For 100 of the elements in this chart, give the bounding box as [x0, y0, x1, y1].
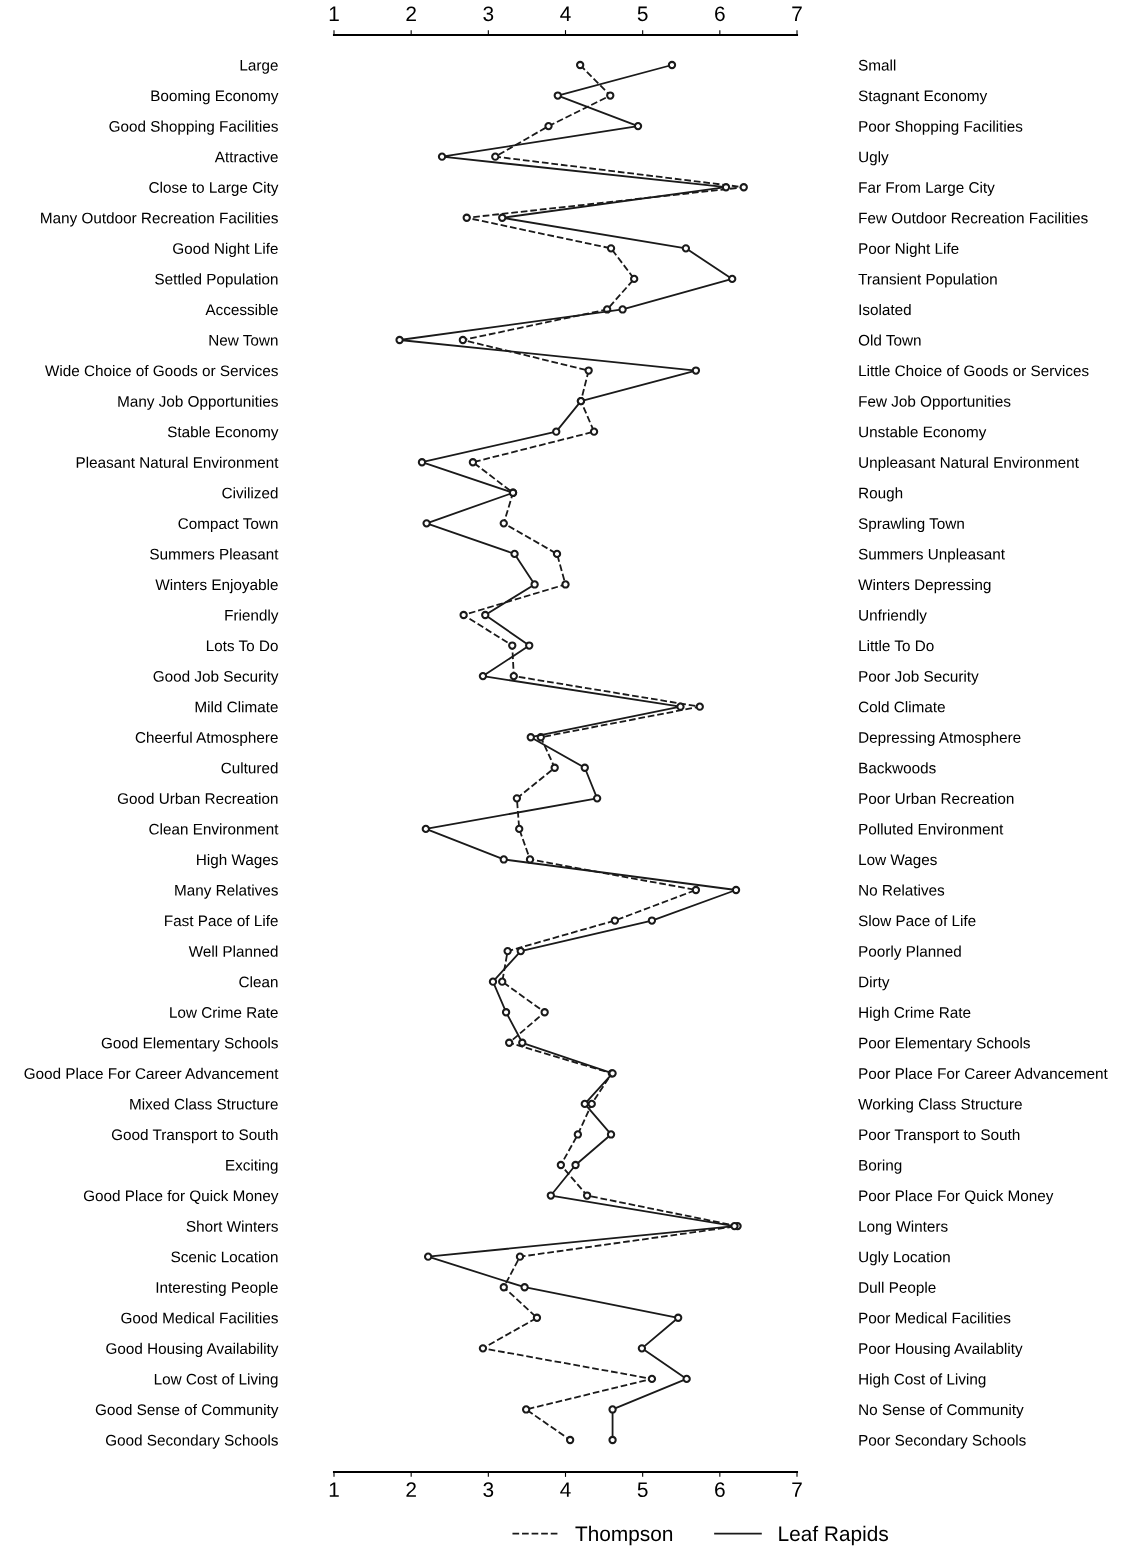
- y2-tick-label: Unstable Economy: [859, 426, 987, 441]
- y-tick-label: Clean Environment: [149, 823, 279, 835]
- y2-tick-label: Few Job Opportunities: [859, 395, 1011, 410]
- y-tick-label: Good Sense of Community: [95, 1403, 279, 1419]
- y2-tick-label: Poor Housing Availablity: [859, 1342, 1023, 1358]
- y2-tick-label: Ugly Location: [859, 1251, 950, 1266]
- y2-tick-label: High Cost of Living: [859, 1373, 986, 1388]
- y-tick-label: Cultured: [221, 762, 278, 774]
- y-tick-label: Good Job Security: [153, 670, 279, 685]
- x2-tick-label: 1: [329, 6, 339, 21]
- y-tick-label: Winters Enjoyable: [155, 578, 278, 594]
- y-tick-label: Civilized: [222, 487, 278, 499]
- y2-tick-label: Long Winters: [859, 1220, 948, 1235]
- x-tick-label: 7: [792, 1482, 802, 1497]
- y-tick-label: Exciting: [226, 1159, 278, 1174]
- x-tick-label: 3: [483, 1482, 494, 1498]
- y-tick-label: Good Shopping Facilities: [109, 120, 278, 135]
- y2-tick-label: Ugly: [859, 151, 889, 166]
- x-tick-label: 5: [637, 1482, 648, 1498]
- y2-tick-label: Unfriendly: [859, 609, 927, 624]
- legend-label: Thompson: [575, 1525, 673, 1546]
- y2-tick-label: Poor Place For Quick Money: [859, 1190, 1054, 1205]
- y2-tick-label: Poor Medical Facilities: [859, 1312, 1011, 1324]
- y2-tick-label: Poorly Planned: [859, 945, 961, 960]
- y2-tick-label: Few Outdoor Recreation Facilities: [859, 212, 1088, 224]
- y2-tick-label: Stagnant Economy: [858, 90, 988, 105]
- y2-tick-label: Backwoods: [859, 762, 936, 774]
- x-tick-label: 2: [406, 1482, 416, 1497]
- y-tick-label: Good Place for Quick Money: [83, 1190, 279, 1205]
- x-tick-label: 6: [715, 1482, 725, 1498]
- y2-tick-label: Dull People: [859, 1281, 936, 1296]
- x-tick-label: 4: [560, 1482, 571, 1497]
- y2-tick-label: Winters Depressing: [858, 578, 991, 594]
- y-tick-label: Many Relatives: [175, 884, 278, 899]
- y-tick-label: Accessible: [205, 303, 278, 316]
- y-tick-label: Lots To Do: [206, 640, 278, 652]
- x2-tick-label: 7: [792, 6, 802, 21]
- y-tick-label: Good Secondary Schools: [105, 1434, 278, 1449]
- y2-tick-label: Poor Job Security: [859, 670, 979, 685]
- y-tick-label: Summers Pleasant: [150, 548, 279, 560]
- y2-tick-label: Poor Urban Recreation: [859, 792, 1014, 805]
- x2-tick-label: 4: [560, 6, 571, 21]
- y-tick-label: Compact Town: [178, 518, 278, 533]
- y2-tick-label: Depressing Atmosphere: [859, 731, 1021, 746]
- y2-tick-label: Poor Shopping Facilities: [859, 120, 1023, 135]
- y-tick-label: Clean: [239, 976, 278, 988]
- y-tick-label: Wide Choice of Goods or Services: [45, 365, 278, 377]
- y-tick-label: New Town: [209, 335, 278, 346]
- y2-tick-label: Isolated: [859, 303, 911, 316]
- y-tick-label: Good Elementary Schools: [101, 1037, 278, 1052]
- y2-tick-label: Small: [858, 59, 896, 71]
- y2-tick-label: Transient Population: [858, 273, 997, 288]
- y2-tick-label: High Crime Rate: [859, 1006, 971, 1021]
- y2-tick-label: Old Town: [858, 334, 921, 346]
- y2-tick-label: Summers Unpleasant: [858, 548, 1005, 563]
- y-tick-label: Good Medical Facilities: [121, 1312, 278, 1324]
- x2-tick-label: 2: [406, 6, 416, 21]
- x2-tick-label: 3: [483, 6, 494, 22]
- y2-tick-label: Little Choice of Goods or Services: [859, 365, 1089, 377]
- y-tick-label: Good Night Life: [173, 242, 278, 258]
- y-tick-label: Well Planned: [188, 945, 278, 957]
- y2-tick-label: Poor Transport to South: [859, 1128, 1020, 1144]
- y2-tick-label: Poor Place For Career Advancement: [859, 1067, 1108, 1080]
- y2-tick-label: No Sense of Community: [859, 1403, 1024, 1419]
- y-tick-label: Good Place For Career Advancement: [24, 1067, 279, 1080]
- x-tick-label: 1: [329, 1482, 339, 1497]
- y2-tick-label: Dirty: [859, 976, 890, 991]
- y2-tick-label: Sprawling Town: [858, 517, 964, 533]
- y-tick-label: High Wages: [197, 853, 278, 869]
- y2-tick-label: Rough: [859, 487, 903, 502]
- y-tick-label: Interesting People: [156, 1281, 278, 1296]
- y-tick-label: Cheerful Atmosphere: [135, 731, 278, 746]
- y2-tick-label: Low Wages: [859, 854, 937, 869]
- y2-tick-label: Slow Pace of Life: [858, 915, 976, 927]
- x2-tick-label: 6: [715, 6, 725, 22]
- y-tick-label: Settled Population: [155, 273, 278, 288]
- y2-tick-label: Little To Do: [859, 640, 934, 652]
- y-tick-label: Fast Pace of Life: [165, 915, 278, 927]
- y-tick-label: Mild Climate: [195, 701, 278, 713]
- y-tick-label: Mixed Class Structure: [130, 1098, 278, 1110]
- y2-tick-label: Poor Secondary Schools: [859, 1434, 1026, 1449]
- y-tick-label: Pleasant Natural Environment: [76, 456, 279, 468]
- legend-label: Leaf Rapids: [779, 1525, 888, 1546]
- y2-tick-label: Unpleasant Natural Environment: [859, 456, 1079, 471]
- y-tick-label: Friendly: [225, 609, 279, 624]
- y-tick-label: Booming Economy: [151, 90, 279, 105]
- y-tick-label: Attractive: [214, 151, 278, 163]
- y2-tick-label: Boring: [859, 1159, 902, 1174]
- x2-tick-label: 5: [637, 6, 648, 22]
- y2-tick-label: Cold Climate: [858, 701, 945, 713]
- y-tick-label: Low Crime Rate: [170, 1006, 278, 1018]
- y-tick-label: Large: [240, 60, 278, 74]
- y-tick-label: Short Winters: [186, 1220, 278, 1232]
- y-tick-label: Close to Large City: [149, 181, 279, 196]
- y-tick-label: Good Housing Availability: [106, 1342, 279, 1358]
- y-tick-label: Good Transport to South: [111, 1128, 278, 1144]
- y2-tick-label: No Relatives: [859, 884, 945, 896]
- y-tick-label: Many Outdoor Recreation Facilities: [41, 212, 278, 227]
- y-tick-label: Scenic Location: [171, 1251, 278, 1263]
- y-tick-label: Many Job Opportunities: [118, 395, 278, 410]
